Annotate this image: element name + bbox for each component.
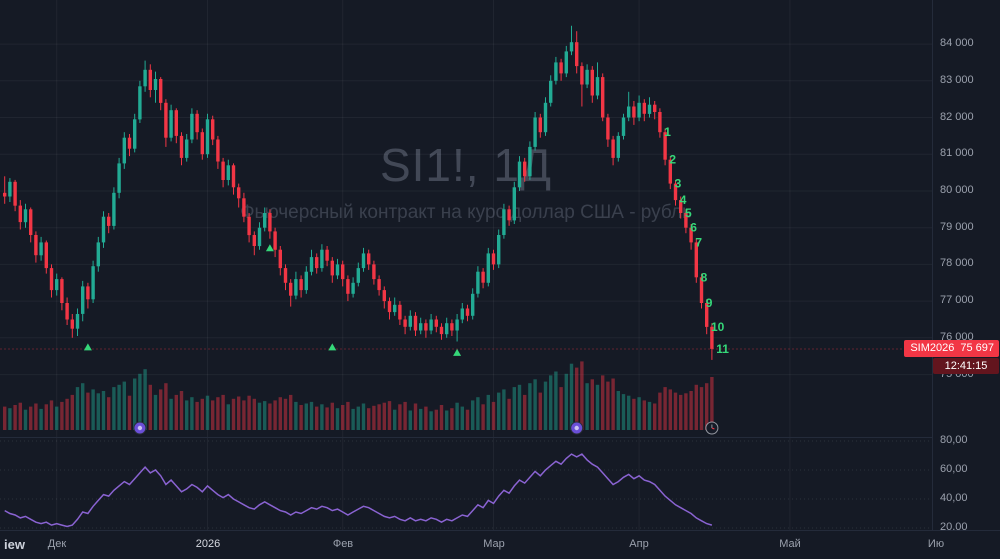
price-tick-label: 81 000: [940, 147, 974, 159]
bar-close-countdown: 12:41:15: [933, 358, 999, 374]
bar-count-label: 1: [664, 125, 671, 139]
price-tick-label: 82 000: [940, 111, 974, 123]
badge-contract-symbol: SIM2026: [910, 342, 955, 354]
bar-count-label: 8: [701, 270, 708, 284]
time-tick-label: Ию: [927, 538, 945, 550]
bar-count-label: 7: [695, 235, 702, 249]
time-tick-label: Мар: [483, 538, 505, 550]
oscillator-tick-label: 40,00: [940, 492, 968, 504]
price-tick-label: 78 000: [940, 257, 974, 269]
price-tick-label: 77 000: [940, 294, 974, 306]
buy-triangle-marker: [453, 348, 462, 356]
tradingview-logo[interactable]: iew: [4, 537, 25, 552]
time-axis[interactable]: iew Дек 2026 Фев Мар Апр Май Ию: [0, 530, 1000, 559]
badge-last-price: 75 697: [960, 342, 994, 354]
buy-triangle-marker: [328, 343, 337, 351]
oscillator-line: [4, 453, 713, 528]
time-tick-label: 2026: [195, 538, 221, 550]
bar-count-label: 10: [711, 320, 725, 334]
bar-count-label: 4: [680, 193, 687, 207]
last-price-badge: SIM2026 75 697: [904, 340, 999, 357]
bar-count-label: 6: [690, 221, 697, 235]
oscillator-tick-label: 60,00: [940, 463, 968, 475]
time-tick-label: Дек: [47, 538, 67, 550]
buy-triangle-marker: [83, 343, 92, 351]
bar-count-label: 5: [685, 206, 692, 220]
buy-triangle-marker: [265, 244, 274, 252]
time-tick-label: Фев: [332, 538, 354, 550]
price-tick-label: 83 000: [940, 74, 974, 86]
time-tick-label: Апр: [629, 538, 649, 550]
bar-count-label: 3: [675, 177, 682, 191]
bar-count-label: 2: [669, 153, 676, 167]
time-tick-label: Май: [779, 538, 801, 550]
price-axis[interactable]: 84 000 83 000 82 000 81 000 80 000 79 000 78 0…: [932, 0, 1000, 533]
bar-count-label: 9: [706, 296, 713, 310]
price-tick-label: 79 000: [940, 221, 974, 233]
bar-count-label: 11: [716, 342, 729, 356]
price-tick-label: 80 000: [940, 184, 974, 196]
price-tick-label: 84 000: [940, 37, 974, 49]
oscillator-tick-label: 80,00: [940, 434, 968, 446]
